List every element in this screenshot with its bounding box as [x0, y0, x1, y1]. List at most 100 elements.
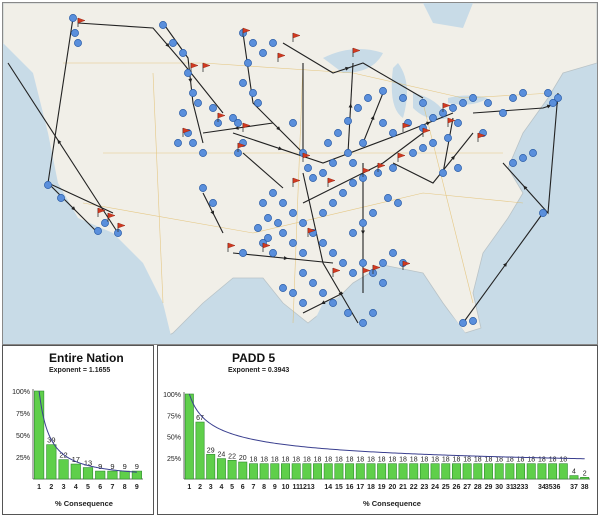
- x-tick-label: 1: [187, 484, 191, 491]
- blue-dot-node-icon: [174, 139, 182, 147]
- blue-dot-node-icon: [469, 94, 477, 102]
- bar: [377, 463, 387, 480]
- network-map[interactable]: [2, 2, 598, 345]
- pipeline-arrowhead: [345, 66, 350, 71]
- blue-dot-node-icon: [289, 119, 297, 127]
- blue-dot-node-icon: [439, 169, 447, 177]
- data-label: 18: [282, 457, 290, 464]
- road-network: [63, 62, 554, 324]
- blue-dot-node-icon: [339, 189, 347, 197]
- red-flag-icon: [352, 47, 361, 57]
- bar: [473, 463, 483, 480]
- data-label: 18: [356, 457, 364, 464]
- blue-dot-node-icon: [209, 199, 217, 207]
- blue-dot-node-icon: [269, 249, 277, 257]
- red-flag-icon: [372, 264, 381, 274]
- bar: [70, 463, 81, 480]
- x-tick-label: 10: [282, 484, 290, 491]
- data-label: 18: [420, 457, 428, 464]
- y-tick-label: 25%: [16, 455, 30, 462]
- bar: [580, 477, 590, 480]
- bar: [419, 463, 429, 480]
- red-flag-icon: [377, 162, 386, 172]
- bar: [206, 454, 216, 480]
- data-label: 18: [388, 457, 396, 464]
- x-tick-label: 25: [442, 484, 450, 491]
- x-tick-label: 9: [135, 484, 139, 491]
- blue-dot-node-icon: [554, 94, 562, 102]
- blue-dot-node-icon: [389, 129, 397, 137]
- x-tick-label: 19: [378, 484, 386, 491]
- red-flag-icon: [77, 17, 86, 27]
- blue-dot-node-icon: [299, 249, 307, 257]
- data-label: 18: [324, 457, 332, 464]
- bar: [366, 463, 376, 480]
- blue-dot-node-icon: [69, 14, 77, 22]
- pipeline-arrowhead: [57, 139, 62, 144]
- data-label: 18: [271, 457, 279, 464]
- blue-dot-node-icon: [519, 89, 527, 97]
- x-tick-label: 38: [581, 484, 589, 491]
- pacific-coast-water: [3, 43, 173, 344]
- blue-dot-node-icon: [269, 39, 277, 47]
- blue-dot-node-icon: [369, 309, 377, 317]
- refinery-flags: [77, 17, 486, 277]
- x-tick-label: 21: [399, 484, 407, 491]
- x-tick-label: 8: [123, 484, 127, 491]
- pipeline-arrowhead: [338, 291, 343, 296]
- red-flag-icon: [327, 177, 336, 187]
- x-tick-label: 31: [506, 484, 514, 491]
- blue-dot-node-icon: [199, 184, 207, 192]
- data-label: 20: [239, 455, 247, 462]
- red-flag-icon: [277, 52, 286, 62]
- pipeline-arrowhead: [165, 42, 170, 48]
- blue-dot-node-icon: [349, 179, 357, 187]
- blue-dot-node-icon: [359, 139, 367, 147]
- pipeline-arrowhead: [361, 230, 365, 235]
- pipeline-arrowhead: [276, 126, 281, 131]
- x-tick-label: 11: [292, 484, 300, 491]
- bar: [281, 463, 290, 480]
- data-label: 18: [485, 457, 493, 464]
- red-flag-icon: [292, 177, 301, 187]
- blue-dot-node-icon: [249, 89, 257, 97]
- bar: [462, 463, 472, 480]
- bar: [107, 470, 118, 480]
- blue-dot-node-icon: [459, 319, 467, 327]
- blue-dot-node-icon: [94, 227, 102, 235]
- blue-dot-node-icon: [319, 209, 327, 217]
- data-label: 9: [110, 462, 114, 471]
- x-axis-label: % Consequence: [363, 499, 421, 508]
- blue-dot-node-icon: [379, 259, 387, 267]
- data-label: 18: [495, 457, 503, 464]
- y-tick-label: 75%: [167, 413, 181, 420]
- blue-dot-node-icon: [519, 154, 527, 162]
- data-label: 4: [572, 469, 576, 476]
- red-flag-icon: [477, 132, 486, 142]
- blue-dot-node-icon: [239, 249, 247, 257]
- pipeline-arrowhead: [234, 125, 239, 130]
- red-flag-icon: [182, 127, 191, 137]
- data-label: 18: [559, 457, 567, 464]
- x-tick-label: 6: [98, 484, 102, 491]
- blue-dot-node-icon: [304, 164, 312, 172]
- pipeline-arrowhead: [278, 146, 283, 151]
- bar: [558, 463, 568, 480]
- blue-dot-node-icon: [499, 109, 507, 117]
- blue-dot-node-icon: [419, 99, 427, 107]
- x-tick-label: 3: [62, 484, 66, 491]
- red-flag-icon: [262, 242, 271, 252]
- blue-dot-node-icon: [289, 289, 297, 297]
- x-tick-label: 5: [230, 484, 234, 491]
- blue-dot-node-icon: [319, 169, 327, 177]
- blue-dot-node-icon: [319, 289, 327, 297]
- bar: [537, 463, 547, 480]
- data-label: 18: [367, 457, 375, 464]
- blue-dot-node-icon: [449, 104, 457, 112]
- red-flag-icon: [217, 112, 226, 122]
- data-label: 9: [135, 462, 139, 471]
- bar: [216, 458, 226, 480]
- blue-dot-node-icon: [399, 94, 407, 102]
- pipeline-arrowhead: [188, 78, 193, 83]
- blue-dot-node-icon: [244, 59, 252, 67]
